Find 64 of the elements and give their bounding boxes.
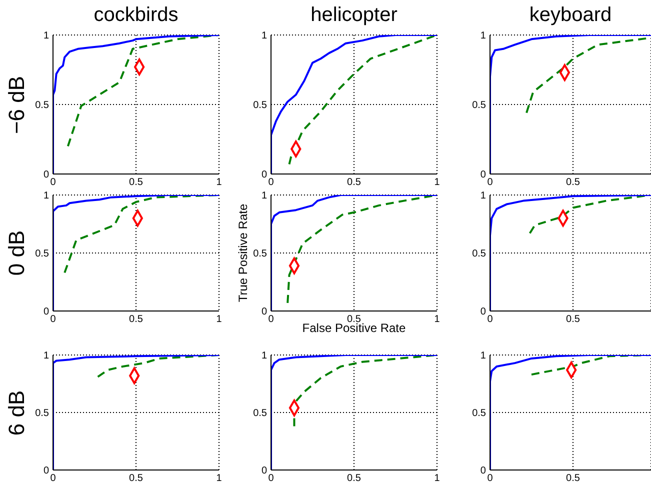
x-tick-label: 0.5 [129,473,144,483]
y-tick-label: 1 [480,30,486,42]
y-tick-label: 0.5 [472,100,486,112]
y-tick-label: 1 [261,190,268,202]
x-tick-label: 0.5 [129,177,144,188]
y-tick-label: 1 [43,190,50,202]
y-tick-label: 0 [261,306,268,318]
line-series [288,35,437,166]
x-tick-label: 0 [487,314,494,326]
x-tick-label: 0.5 [566,473,580,483]
x-tick-label: 0 [487,177,494,188]
y-tick-label: 0.5 [35,100,50,112]
y-tick-label: 0.5 [253,408,268,420]
y-tick-label: 0 [480,170,486,181]
x-tick-label: 0 [487,473,494,483]
y-tick-label: 0 [43,170,50,181]
y-tick-label: 1 [43,30,50,42]
y-tick-label: 0.5 [472,408,486,420]
line-series [53,35,219,174]
x-tick-label: 1 [216,314,222,326]
line-series [490,355,651,470]
x-axis-title: False Positive Rate [302,321,406,335]
chart-title: cockbirds [94,4,178,27]
y-tick-label: 0 [43,306,50,318]
line-series [271,35,437,174]
y-tick-label: 1 [480,190,486,202]
line-series [53,355,219,470]
x-tick-label: 0.5 [129,314,144,326]
y-axis-title: 0 dB [4,230,30,276]
x-tick-label: 1 [434,177,440,188]
x-tick-label: 0.5 [347,473,362,483]
y-tick-label: 1 [43,350,50,362]
y-tick-label: 1 [261,350,268,362]
line-series [53,195,219,311]
y-axis-title: True Positive Rate [236,204,250,302]
y-tick-label: 1 [480,350,486,362]
line-series [490,35,651,174]
y-tick-label: 1 [261,30,268,42]
x-tick-label: 0.5 [347,177,362,188]
y-tick-label: 0.5 [253,248,268,260]
x-tick-label: 0 [268,177,274,188]
y-axis-title: −6 dB [4,75,30,134]
line-series [271,355,437,470]
y-tick-label: 0.5 [253,100,268,112]
x-tick-label: 0 [268,473,274,483]
y-tick-label: 0.5 [35,248,50,260]
x-tick-label: 0 [268,314,274,326]
x-tick-label: 1 [434,314,440,326]
x-tick-label: 0 [50,473,56,483]
x-tick-label: 1 [216,177,222,188]
x-tick-label: 1 [434,473,440,483]
x-tick-label: 0.5 [566,314,580,326]
line-series [490,195,651,311]
y-tick-label: 0.5 [472,248,486,260]
chart-title: keyboard [529,4,612,27]
x-tick-label: 0.5 [566,177,580,188]
x-tick-label: 0 [50,314,56,326]
chart-title: helicopter [310,4,398,27]
x-tick-label: 0 [50,177,56,188]
y-tick-label: 0 [261,170,268,181]
y-tick-label: 0 [480,306,486,318]
x-tick-label: 1 [216,473,222,483]
y-axis-title: 6 dB [4,390,30,436]
y-tick-label: 0.5 [35,408,50,420]
